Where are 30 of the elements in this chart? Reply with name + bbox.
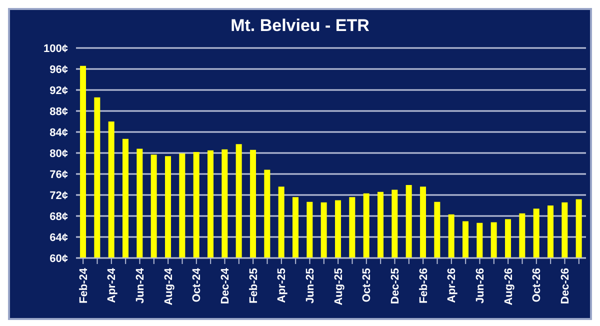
x-tick-label: Jun-26 — [474, 268, 487, 304]
y-tick-label: 72¢ — [50, 190, 68, 202]
x-tick-label: Oct-24 — [191, 267, 204, 302]
y-tick-label: 76¢ — [50, 168, 68, 181]
y-tick-label: 60¢ — [50, 252, 68, 265]
x-tick-label: Apr-24 — [106, 267, 118, 303]
y-tick-label: 80¢ — [50, 148, 68, 160]
x-tick-label: Jun-24 — [134, 267, 147, 304]
x-tick-label: Oct-25 — [361, 268, 374, 302]
x-tick-label: Dec-26 — [560, 268, 572, 304]
x-tick-label: Aug-24 — [162, 267, 175, 306]
y-tick-label: 64¢ — [50, 232, 68, 244]
y-tick-label: 88¢ — [50, 106, 68, 118]
x-tick-label: Dec-25 — [390, 268, 402, 304]
x-tick-label: Feb-24 — [78, 267, 90, 304]
x-tick-label: Apr-26 — [446, 268, 458, 303]
x-tick-label: Jun-25 — [304, 268, 317, 304]
y-tick-label: 84¢ — [50, 126, 68, 139]
y-tick-label: 96¢ — [50, 64, 68, 76]
x-tick-label: Feb-25 — [248, 268, 260, 304]
chart-title: Mt. Belvieu - ETR — [230, 16, 370, 36]
x-tick-label: Dec-24 — [220, 267, 232, 304]
y-tick-label: 68¢ — [50, 210, 68, 223]
x-tick-label: Apr-25 — [276, 268, 288, 303]
x-tick-label: Oct-26 — [531, 268, 544, 302]
x-tick-label: Aug-25 — [332, 268, 345, 306]
y-tick-label: 100¢ — [44, 42, 68, 55]
y-tick-label: 92¢ — [50, 84, 68, 97]
x-tick-label: Feb-26 — [418, 268, 430, 304]
x-tick-label: Aug-26 — [502, 268, 515, 306]
